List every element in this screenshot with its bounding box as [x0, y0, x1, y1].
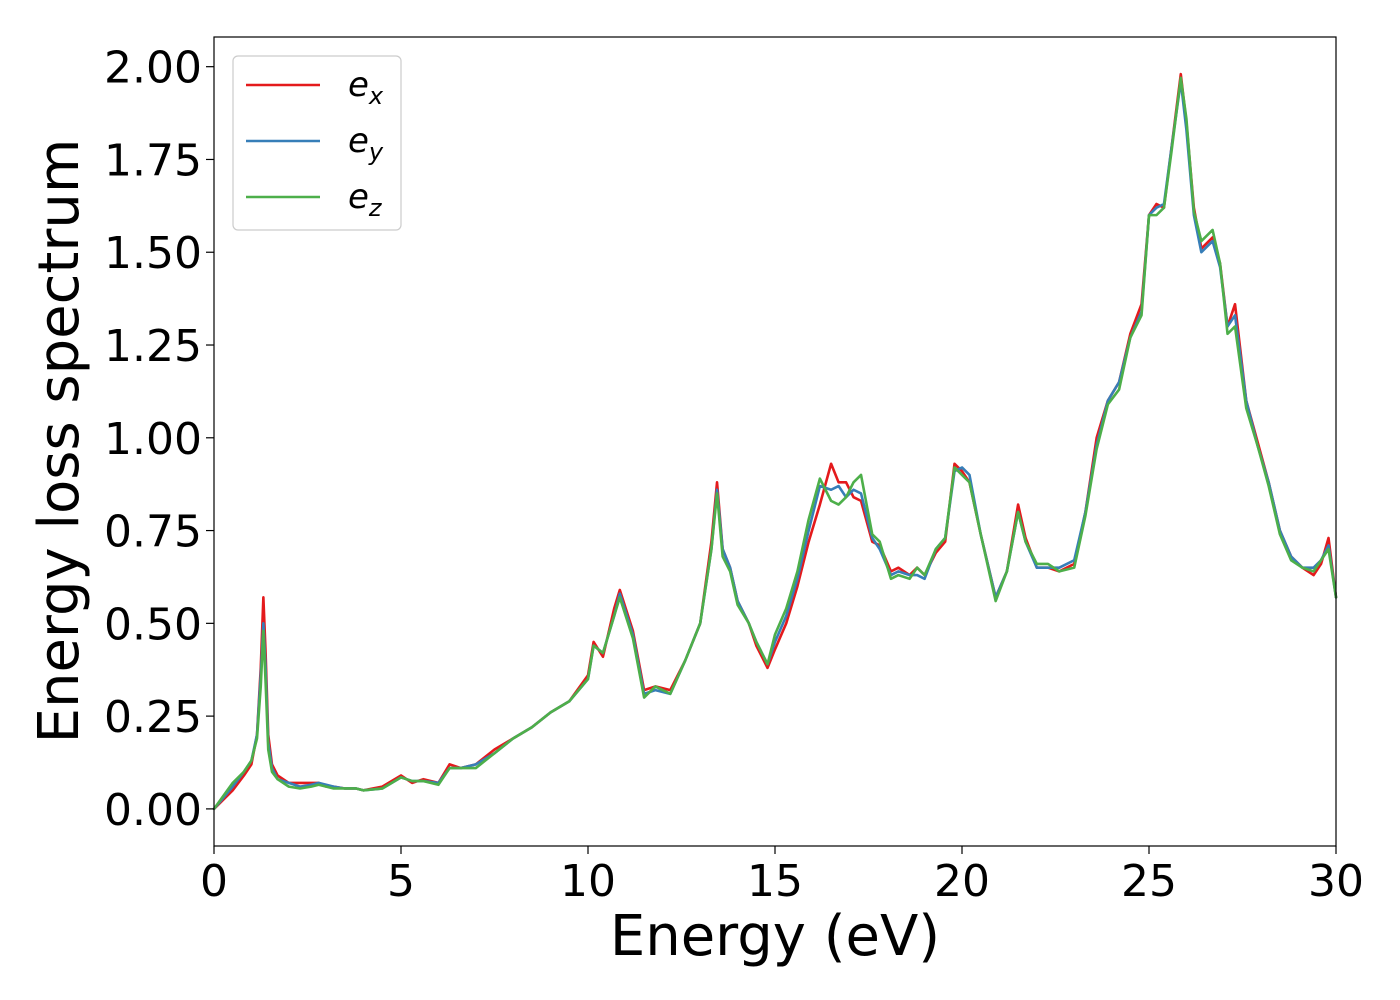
y-tick-label: 2.00 — [104, 43, 202, 94]
y-tick-label: 1.50 — [104, 228, 202, 279]
y-tick-label: 1.00 — [104, 414, 202, 465]
x-tick-label: 15 — [747, 856, 803, 907]
x-tick-label: 30 — [1308, 856, 1364, 907]
legend-label-y: ey — [348, 121, 384, 166]
legend: ex ey ez — [232, 55, 402, 231]
y-tick-label: 0.00 — [104, 785, 202, 836]
x-tick-label: 25 — [1121, 856, 1177, 907]
x-axis-ticks: 0 5 10 15 20 25 30 — [200, 846, 1364, 907]
legend-box — [232, 55, 402, 231]
y-tick-label: 0.75 — [104, 507, 202, 558]
legend-label-z: ez — [348, 177, 383, 222]
y-tick-label: 0.50 — [104, 599, 202, 650]
x-axis-label: Energy (eV) — [610, 904, 940, 969]
x-tick-label: 5 — [387, 856, 415, 907]
series-line-z — [212, 76, 1338, 811]
plot-area — [212, 72, 1338, 811]
y-axis-ticks: 0.00 0.25 0.50 0.75 1.00 1.25 1.50 1.75 2.00 — [104, 43, 214, 836]
y-tick-label: 1.75 — [104, 135, 202, 186]
y-axis-label: Energy loss spectrum — [27, 139, 92, 744]
y-tick-label: 1.25 — [104, 321, 202, 372]
legend-label-x: ex — [348, 65, 384, 110]
y-tick-label: 0.25 — [104, 692, 202, 743]
x-tick-label: 10 — [560, 856, 616, 907]
x-tick-label: 20 — [934, 856, 990, 907]
x-tick-label: 0 — [200, 856, 228, 907]
